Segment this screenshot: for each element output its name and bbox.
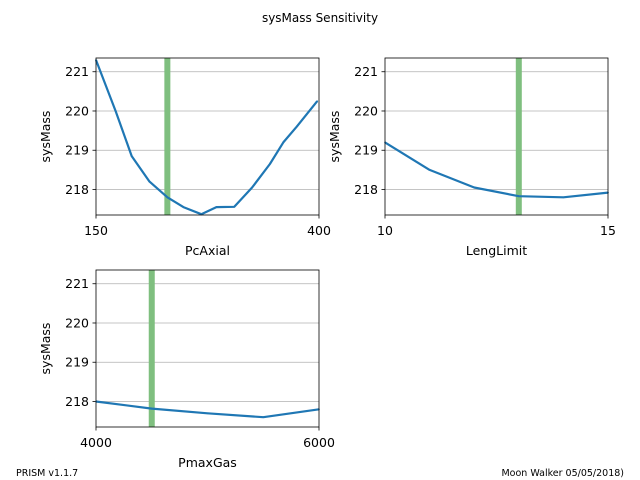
x-axis-label: PcAxial	[185, 243, 230, 258]
y-tick-label: 219	[354, 143, 378, 158]
data-point	[148, 180, 151, 183]
y-tick-label: 221	[65, 276, 89, 291]
plot-frame	[95, 57, 320, 216]
plot-frame	[95, 269, 320, 428]
data-point	[233, 205, 236, 208]
x-tick-label: 15	[600, 223, 616, 238]
footer-author-date: Moon Walker 05/05/2018)	[501, 468, 624, 479]
data-point	[130, 155, 133, 157]
y-tick-label: 219	[65, 355, 89, 370]
x-tick-label: 150	[84, 223, 108, 238]
data-point	[518, 195, 520, 197]
data-point	[473, 186, 476, 189]
series-line	[94, 59, 319, 216]
y-tick-label: 221	[354, 64, 378, 79]
data-point	[114, 110, 117, 112]
x-tick-label: 400	[307, 223, 331, 238]
subplot-lenglimit: 218 219 220 221 10 15 LengLimit sysMass	[327, 57, 616, 258]
x-tick-label: 4000	[80, 435, 112, 450]
data-point	[206, 412, 209, 415]
data-point	[562, 196, 565, 199]
data-point	[182, 206, 185, 208]
data-point	[262, 416, 265, 418]
x-tick-label: 6000	[303, 435, 335, 450]
data-point	[215, 206, 218, 208]
plot-frame	[384, 57, 609, 216]
data-point	[166, 196, 169, 199]
subplot-pcaxial: 218 219 220 221 150 400 PcAxial sysMass	[38, 57, 331, 258]
x-axis-label: LengLimit	[466, 243, 527, 258]
y-tick-label: 218	[354, 182, 378, 197]
data-point	[428, 169, 431, 171]
y-axis-label: sysMass	[327, 111, 342, 163]
data-point	[269, 163, 271, 165]
data-point	[316, 100, 319, 102]
y-tick-label: 220	[65, 315, 89, 330]
series-line	[384, 141, 609, 199]
y-axis-label: sysMass	[38, 323, 53, 375]
series-line	[95, 400, 320, 419]
y-tick-label: 218	[65, 182, 89, 197]
data-point	[282, 141, 285, 144]
y-axis-label: sysMass	[38, 111, 53, 163]
y-tick-label: 221	[65, 64, 89, 79]
data-point	[251, 186, 253, 189]
x-tick-label: 10	[377, 223, 393, 238]
y-tick-label: 220	[354, 103, 378, 118]
x-axis-label: PmaxGas	[178, 455, 237, 470]
data-point	[295, 125, 298, 128]
subplot-pmaxgas: 218 219 220 221 4000 6000 PmaxGas sysMass	[38, 269, 335, 470]
data-point	[150, 407, 153, 410]
y-tick-label: 218	[65, 394, 89, 409]
figure-title: sysMass Sensitivity	[262, 11, 378, 25]
y-tick-label: 219	[65, 143, 89, 158]
footer-version: PRISM v1.1.7	[16, 468, 78, 479]
y-tick-label: 220	[65, 103, 89, 118]
subplot-grid: 218 219 220 221 150 400 PcAxial sysMass 218 219 22…	[38, 57, 616, 470]
